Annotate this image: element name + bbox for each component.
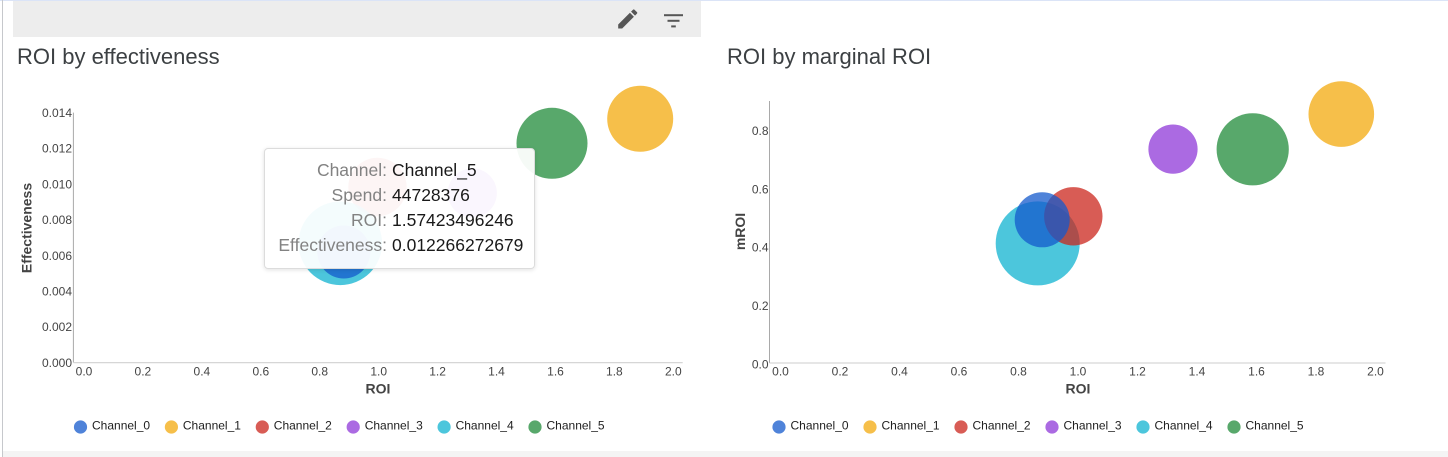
svg-text:ROI: ROI	[1066, 381, 1091, 397]
svg-text:Effectiveness: Effectiveness	[19, 183, 35, 273]
svg-text:0.010: 0.010	[42, 177, 72, 191]
svg-text:0.014: 0.014	[42, 106, 72, 120]
svg-text:0.4: 0.4	[194, 365, 211, 379]
svg-text:Channel_4: Channel_4	[456, 419, 514, 433]
svg-text:mROI: mROI	[732, 213, 748, 250]
svg-text:1.4: 1.4	[1189, 365, 1206, 379]
svg-text:1.6: 1.6	[1248, 365, 1265, 379]
svg-text:0.002: 0.002	[42, 320, 72, 334]
svg-text:1.0: 1.0	[370, 365, 387, 379]
svg-text:Channel_4: Channel_4	[1155, 419, 1213, 433]
svg-text:1.6: 1.6	[547, 365, 564, 379]
svg-text:0.4: 0.4	[752, 241, 769, 255]
svg-text:0.8: 0.8	[311, 365, 328, 379]
svg-text:Channel_2: Channel_2	[274, 419, 332, 433]
svg-text:0.4: 0.4	[891, 365, 908, 379]
svg-text:0.2: 0.2	[832, 365, 849, 379]
svg-text:0.006: 0.006	[42, 249, 72, 263]
svg-text:0.6: 0.6	[752, 182, 769, 196]
svg-text:0.6: 0.6	[252, 365, 269, 379]
svg-text:0.0: 0.0	[752, 357, 769, 371]
svg-text:0.8: 0.8	[1010, 365, 1027, 379]
svg-text:1.2: 1.2	[1129, 365, 1146, 379]
svg-text:0.0: 0.0	[76, 365, 93, 379]
svg-text:0.2: 0.2	[752, 299, 769, 313]
svg-text:1.0: 1.0	[1070, 365, 1087, 379]
svg-text:1.4: 1.4	[488, 365, 505, 379]
svg-text:0.004: 0.004	[42, 285, 72, 299]
svg-text:1.8: 1.8	[1308, 365, 1325, 379]
svg-text:0.0: 0.0	[772, 365, 789, 379]
svg-text:Channel_1: Channel_1	[183, 419, 241, 433]
svg-text:Channel_0: Channel_0	[791, 419, 849, 433]
svg-text:0.008: 0.008	[42, 213, 72, 227]
svg-text:2.0: 2.0	[1367, 365, 1384, 379]
svg-text:Channel_3: Channel_3	[1064, 419, 1122, 433]
svg-text:Channel_5: Channel_5	[1246, 419, 1304, 433]
svg-text:ROI: ROI	[366, 381, 391, 397]
svg-text:0.012: 0.012	[42, 142, 72, 156]
svg-text:Channel_1: Channel_1	[882, 419, 940, 433]
svg-text:1.8: 1.8	[606, 365, 623, 379]
svg-text:0.6: 0.6	[951, 365, 968, 379]
svg-text:2.0: 2.0	[665, 365, 682, 379]
svg-text:Channel_2: Channel_2	[973, 419, 1031, 433]
svg-text:Channel_0: Channel_0	[92, 419, 150, 433]
svg-text:1.2: 1.2	[429, 365, 446, 379]
svg-text:Channel_3: Channel_3	[365, 419, 423, 433]
svg-text:Channel_5: Channel_5	[547, 419, 605, 433]
svg-text:0.2: 0.2	[135, 365, 152, 379]
svg-text:0.8: 0.8	[752, 124, 769, 138]
svg-text:0.000: 0.000	[42, 356, 72, 370]
